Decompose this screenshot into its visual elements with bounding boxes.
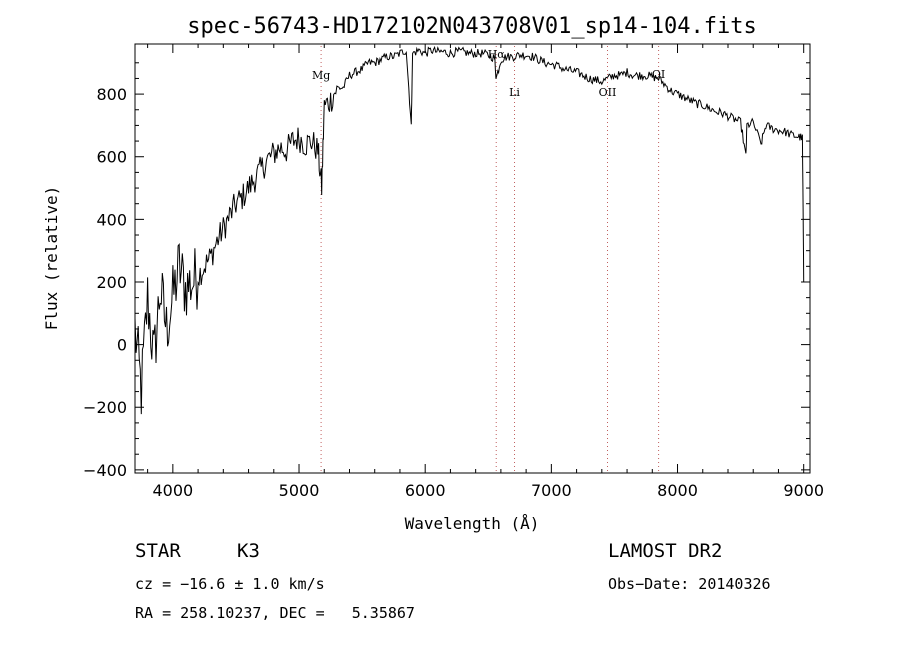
line-label: Li — [509, 86, 520, 99]
y-tick-label: 400 — [96, 210, 127, 229]
line-label: OII — [599, 86, 617, 99]
object-type: STAR — [135, 540, 181, 562]
flux-series — [134, 45, 805, 415]
x-axis-label: Wavelength (Å) — [405, 514, 540, 533]
object-subclass: K3 — [237, 540, 260, 562]
line-label: Mg — [312, 69, 330, 82]
x-tick-label: 9000 — [783, 481, 824, 500]
x-tick-label: 7000 — [531, 481, 572, 500]
chart-title: spec-56743-HD172102N043708V01_sp14-104.f… — [187, 14, 757, 39]
flux-line — [134, 45, 805, 415]
obs-date: Obs−Date: 20140326 — [608, 575, 771, 593]
ra-dec: RA = 258.10237, DEC = 5.35867 — [135, 604, 415, 622]
x-tick-label: 5000 — [279, 481, 320, 500]
y-tick-label: −400 — [83, 461, 127, 480]
y-axis-label: Flux (relative) — [42, 186, 61, 331]
x-tick-label: 4000 — [152, 481, 193, 500]
y-tick-label: 0 — [117, 336, 127, 355]
y-tick-label: −200 — [83, 398, 127, 417]
plot-frame — [134, 43, 811, 474]
line-label: Hα — [488, 48, 506, 61]
survey-name: LAMOST DR2 — [608, 540, 723, 562]
y-tick-label: 200 — [96, 273, 127, 292]
x-tick-label: 8000 — [657, 481, 698, 500]
x-tick-label: 6000 — [405, 481, 446, 500]
y-tick-label: 800 — [96, 85, 127, 104]
redshift-cz: cz = −16.6 ± 1.0 km/s — [135, 575, 325, 593]
axis-ticks: 4000 5000 6000 7000 8000 9000 −400 −200 0 200 400 6… — [83, 44, 824, 500]
y-tick-label: 600 — [96, 148, 127, 167]
